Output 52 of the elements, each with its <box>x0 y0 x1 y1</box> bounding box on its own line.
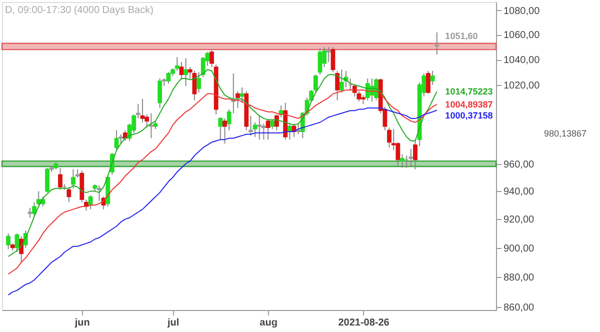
y-tick-label: 920,00 <box>504 214 535 226</box>
candlestick <box>6 232 10 250</box>
candlestick <box>32 202 36 217</box>
candlestick <box>179 62 184 80</box>
candlestick <box>184 58 188 87</box>
candlestick <box>28 207 32 218</box>
candlestick <box>71 168 76 189</box>
data-label: 1014,75223 <box>445 86 493 97</box>
candlestick <box>45 167 50 194</box>
candlestick <box>257 115 262 140</box>
candlestick <box>58 167 62 190</box>
y-tick-label: 1060,00 <box>504 30 540 42</box>
candlestick <box>434 32 440 56</box>
candlestick <box>166 72 171 84</box>
x-tick-label: jul <box>166 318 180 328</box>
text: 980,13867 <box>544 128 587 138</box>
candlestick <box>326 46 331 63</box>
y-tick-label: 1040,00 <box>504 55 540 66</box>
candlestick <box>66 186 72 203</box>
y-tick-label: 900,00 <box>504 243 535 254</box>
candlestick <box>318 48 322 76</box>
candlestick <box>158 78 162 109</box>
y-tick-label: 860,00 <box>504 302 535 314</box>
candlestick <box>122 130 128 142</box>
chart-title: D, 09:00-17:30 (4000 Days Back) <box>5 5 154 16</box>
data-label: 1004,89387 <box>445 99 493 110</box>
candlestick <box>14 232 20 253</box>
candlestick <box>97 185 102 202</box>
y-tick-label: 960,00 <box>504 159 535 170</box>
candlestick <box>266 119 270 140</box>
x-tick-label: aug <box>260 318 278 328</box>
text: 1051,60 <box>445 31 478 42</box>
candlestick <box>330 46 336 73</box>
candlestick <box>339 69 344 94</box>
line-series <box>8 108 438 296</box>
x-tick-label: 2021-08-26 <box>338 318 390 328</box>
candlestick <box>408 148 414 167</box>
y-tick-label: 1020,00 <box>504 80 540 92</box>
y-tick-label: 940,00 <box>504 186 535 198</box>
candlestick <box>430 70 435 86</box>
candlestick <box>426 70 430 94</box>
data-label: 1000,37158 <box>445 110 493 120</box>
candlestick <box>88 194 93 210</box>
y-tick-label: 1080,00 <box>504 6 540 17</box>
candlestick <box>218 116 223 140</box>
candlestick <box>240 86 244 104</box>
candlestick <box>148 112 154 139</box>
y-tick-label: 880,00 <box>504 272 535 284</box>
x-tick-label: jun <box>74 318 90 328</box>
candlestick <box>140 98 145 123</box>
candlestick <box>296 123 301 135</box>
candlestick <box>335 70 340 101</box>
